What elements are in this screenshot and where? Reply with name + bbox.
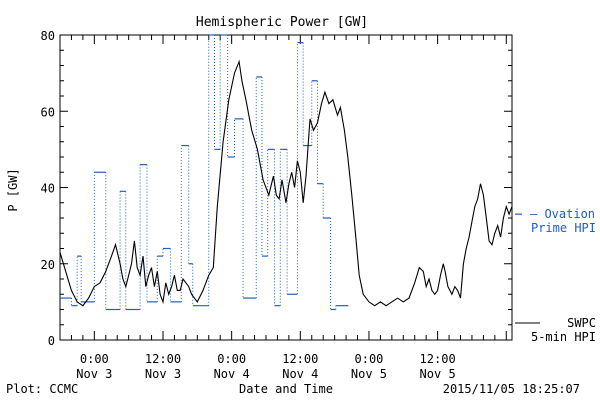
x-tick-date-label: Nov 3 <box>145 367 181 381</box>
footer-credit: Plot: CCMC <box>6 382 78 396</box>
y-tick-label: 20 <box>41 258 55 272</box>
y-axis-label: P [GW] <box>6 168 20 211</box>
y-tick-label: 60 <box>41 105 55 119</box>
x-tick-date-label: Nov 4 <box>282 367 318 381</box>
x-tick-time-label: 0:00 <box>217 352 246 366</box>
x-tick-date-label: Nov 5 <box>420 367 456 381</box>
x-tick-time-label: 12:00 <box>282 352 318 366</box>
x-tick-date-label: Nov 5 <box>351 367 387 381</box>
x-tick-date-label: Nov 3 <box>76 367 112 381</box>
x-tick-time-label: 0:00 <box>355 352 384 366</box>
y-tick-label: 0 <box>48 334 55 348</box>
y-tick-label: 40 <box>41 182 55 196</box>
ovation-legend-label: – Ovation <box>530 207 595 221</box>
footer-timestamp: 2015/11/05 18:25:07 <box>443 382 580 396</box>
y-tick-label: 80 <box>41 29 55 43</box>
swpc-legend-label-line2: 5-min HPI <box>531 330 596 344</box>
x-tick-time-label: 12:00 <box>420 352 456 366</box>
x-tick-time-label: 12:00 <box>145 352 181 366</box>
x-tick-date-label: Nov 4 <box>214 367 250 381</box>
swpc-legend-label: SWPC <box>567 316 596 330</box>
ovation-legend-label-line2: Prime HPI <box>531 221 596 235</box>
x-tick-time-label: 0:00 <box>80 352 109 366</box>
swpc-line <box>59 59 513 307</box>
x-axis-label: Date and Time <box>239 382 333 396</box>
chart-title: Hemispheric Power [GW] <box>196 15 368 30</box>
